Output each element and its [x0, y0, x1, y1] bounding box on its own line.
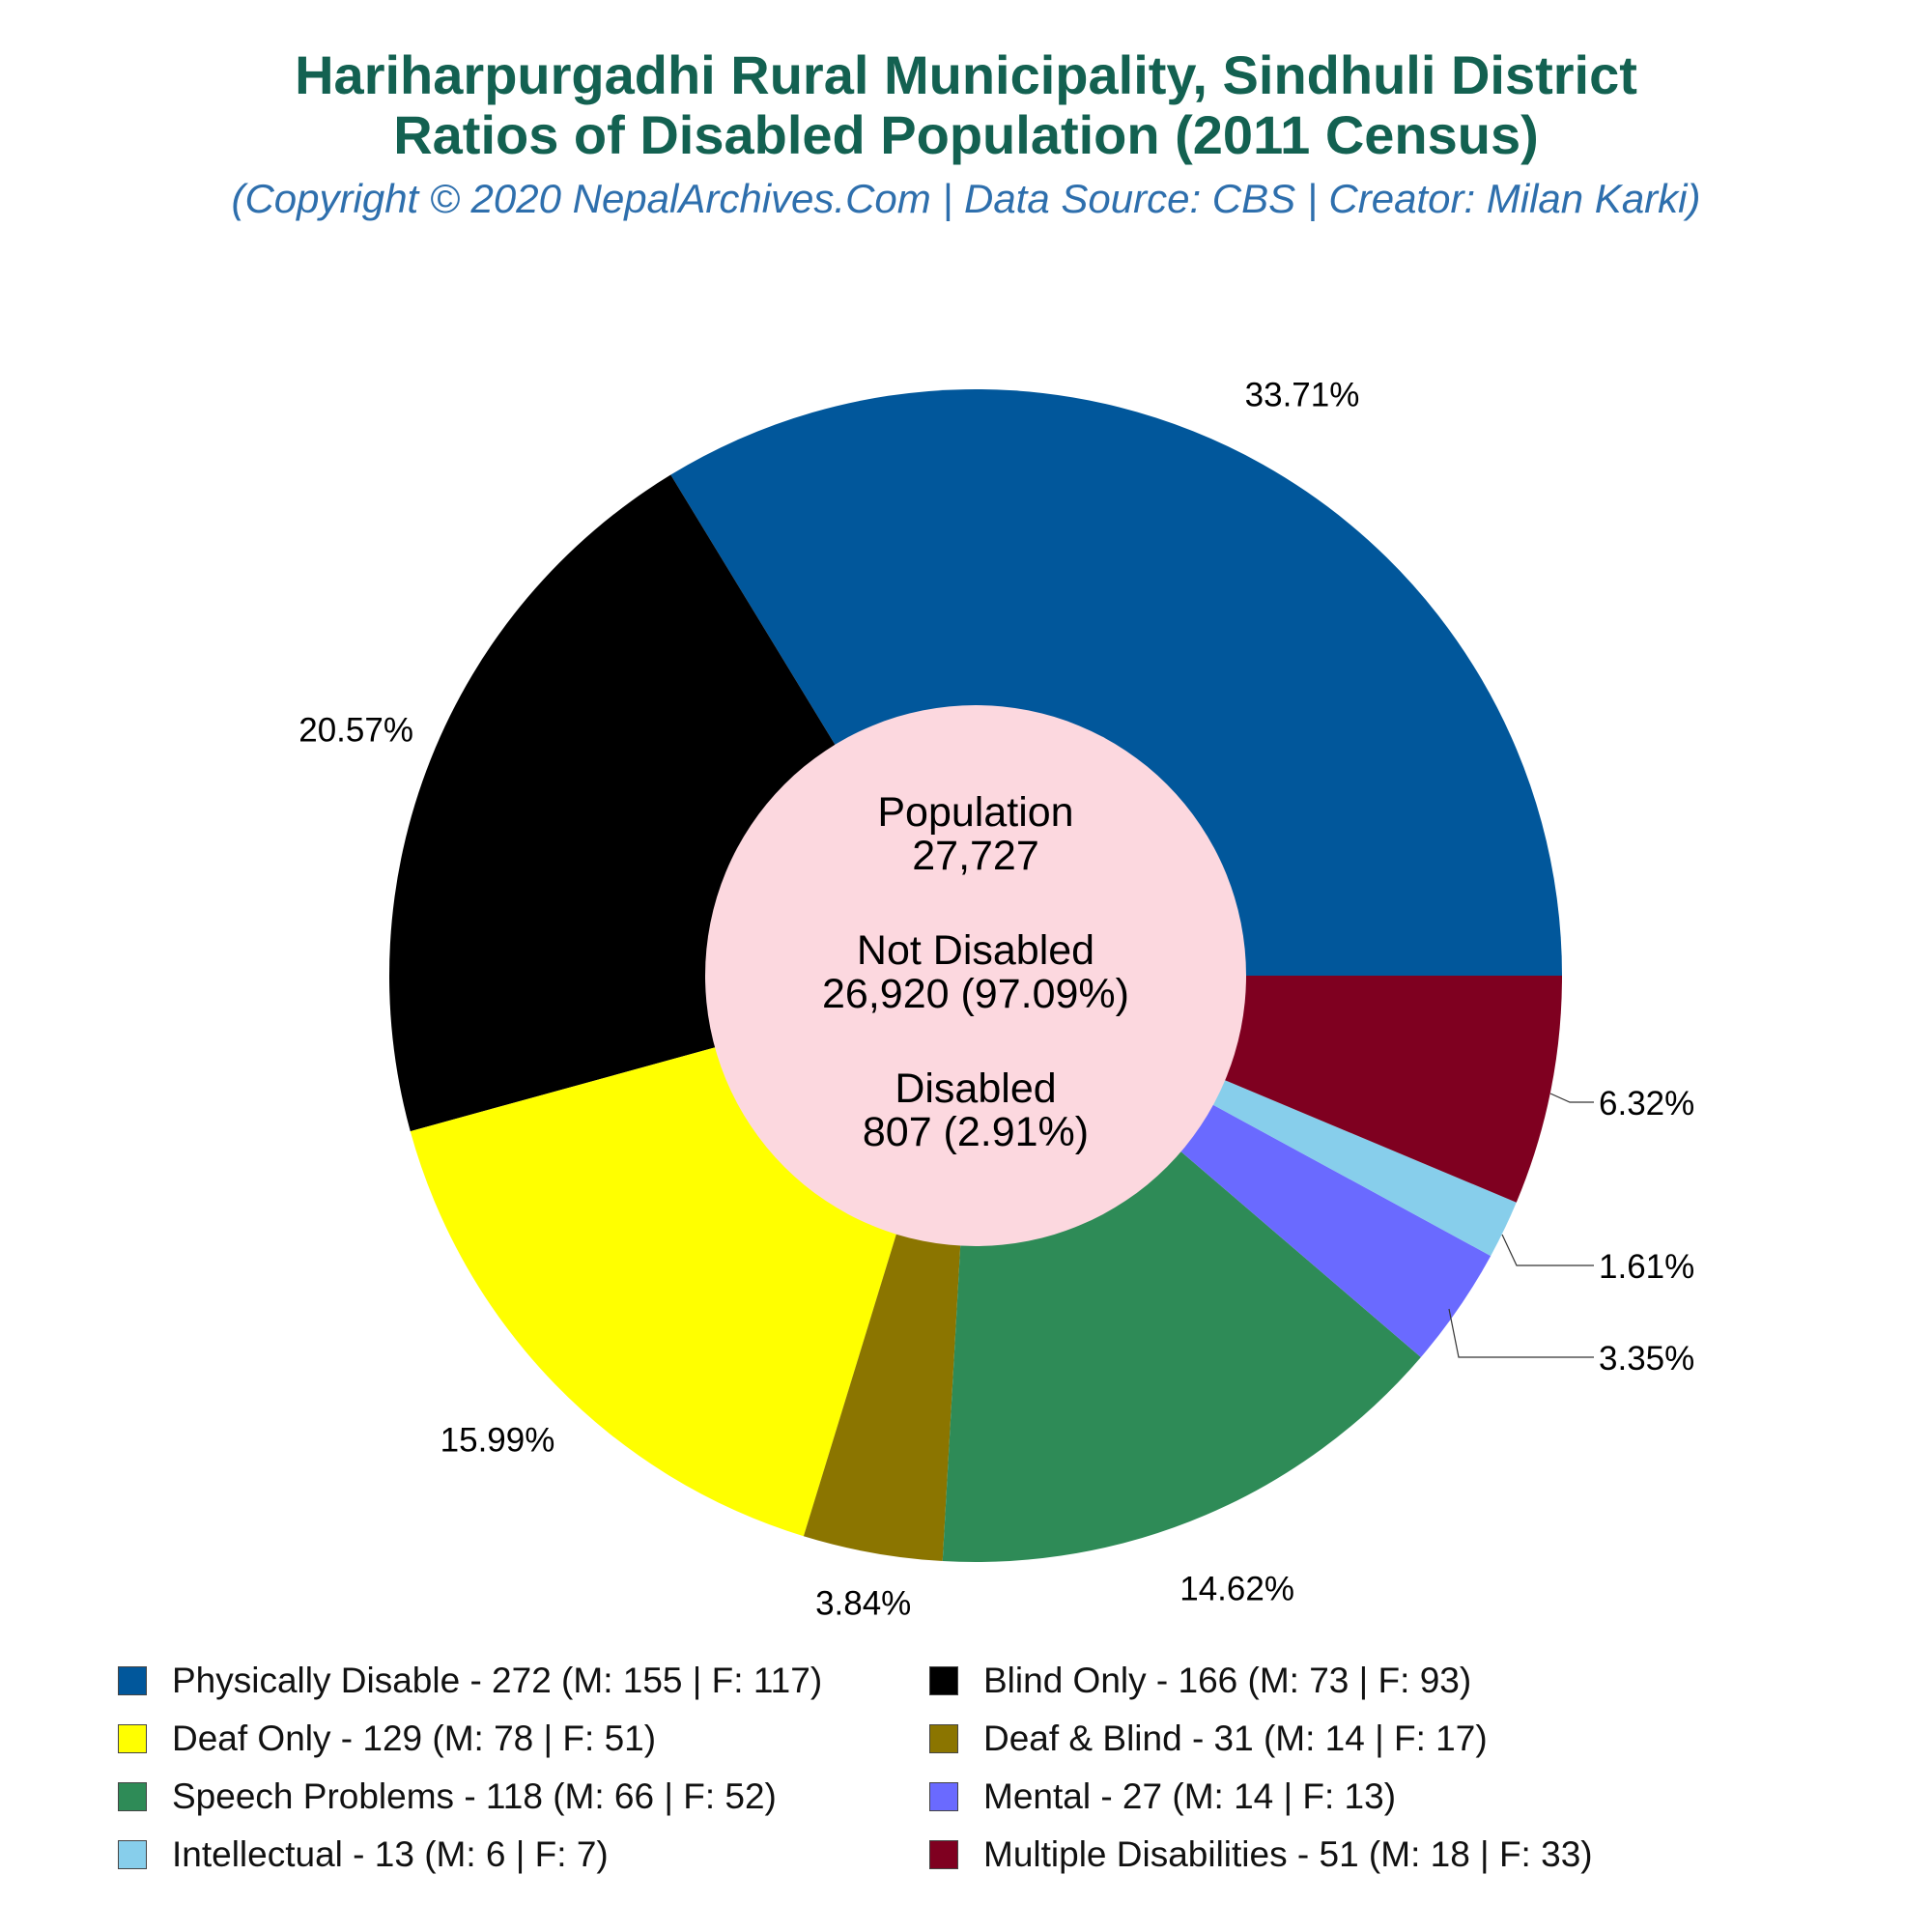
percent-label-blind-only: 20.57%: [298, 712, 413, 750]
leader-line-mental: [1448, 1308, 1594, 1358]
leader-line-intellectual: [1501, 1234, 1594, 1266]
center-text-group: Population 27,727 Not Disabled 26,920 (9…: [822, 789, 1129, 1155]
percent-label-multiple-disabilities: 6.32%: [1599, 1085, 1694, 1122]
center-not-disabled-label: Not Disabled: [857, 927, 1094, 974]
center-disabled-value: 807 (2.91%): [863, 1109, 1089, 1155]
percent-label-intellectual: 1.61%: [1599, 1248, 1694, 1286]
leader-line-group: [1448, 1093, 1594, 1358]
percent-label-mental: 3.35%: [1599, 1340, 1694, 1378]
center-population-label: Population: [877, 789, 1073, 836]
percent-label-deaf-and-blind: 3.84%: [815, 1585, 911, 1623]
center-circle: [705, 705, 1246, 1246]
percent-label-speech-problems: 14.62%: [1179, 1571, 1294, 1608]
center-not-disabled-value: 26,920 (97.09%): [822, 971, 1129, 1017]
leader-line-multiple-disabilities: [1549, 1093, 1594, 1103]
percent-label-group: 33.71% 20.57% 15.99% 3.84% 14.62% 3.35% 1.61% 6…: [298, 377, 1694, 1623]
percent-label-physically-disable: 33.71%: [1245, 377, 1360, 414]
chart-title-line1: Hariharpurgadhi Rural Municipality, Sind…: [295, 44, 1637, 105]
chart-subtitle: (Copyright © 2020 NepalArchives.Com | Da…: [231, 176, 1701, 221]
chart-title-line2: Ratios of Disabled Population (2011 Cens…: [393, 104, 1539, 165]
center-disabled-label: Disabled: [895, 1065, 1056, 1112]
percent-label-deaf-only: 15.99%: [440, 1422, 555, 1460]
center-population-value: 27,727: [912, 833, 1039, 879]
